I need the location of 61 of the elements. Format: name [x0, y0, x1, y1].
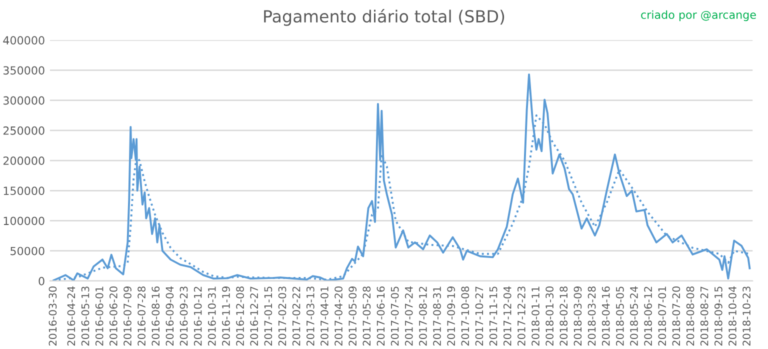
y-tick-label: 400000 — [3, 36, 44, 45]
x-tick-label: 2016-12-08 — [236, 286, 244, 346]
x-tick-label: 2018-08-08 — [686, 286, 694, 346]
x-tick-label: 2018-04-16 — [602, 286, 610, 346]
x-tick-label: 2018-06-12 — [644, 286, 652, 346]
x-tick-label: 2017-04-20 — [334, 286, 342, 346]
x-tick-label: 2017-11-15 — [489, 286, 498, 346]
x-tick-label: 2018-03-28 — [588, 286, 596, 346]
x-tick-label: 2017-05-09 — [348, 286, 357, 346]
y-tick-label: 350000 — [3, 66, 44, 75]
x-tick-label: 2018-10-23 — [742, 286, 750, 346]
x-tick-label: 2016-09-23 — [180, 286, 188, 346]
x-tick-label: 2016-08-16 — [152, 286, 160, 346]
x-tick-label: 2016-04-24 — [67, 286, 76, 346]
y-tick-label: 300000 — [3, 96, 44, 105]
x-tick-label: 2016-06-20 — [109, 286, 118, 346]
x-tick-label: 2017-12-04 — [503, 286, 512, 346]
x-tick-label: 2016-05-13 — [81, 286, 90, 346]
x-tick-label: 2018-02-18 — [560, 286, 568, 346]
x-tick-label: 2018-01-30 — [546, 286, 554, 346]
x-tick-label: 2018-07-01 — [658, 286, 666, 346]
x-tick-label: 2017-06-16 — [376, 286, 385, 346]
chart-title: Pagamento diário total (SBD) — [264, 9, 504, 26]
x-tick-label: 2018-09-15 — [714, 286, 722, 346]
x-tick-label: 2017-12-23 — [517, 286, 526, 346]
x-tick-label: 2017-03-13 — [306, 286, 314, 346]
x-tick-label: 2016-09-04 — [166, 286, 174, 346]
y-tick-label: 50000 — [10, 246, 44, 256]
x-tick-label: 2018-05-05 — [616, 286, 624, 346]
y-tick-label: 200000 — [3, 156, 44, 165]
x-tick-label: 2018-10-04 — [728, 286, 736, 346]
y-tick-label: 0 — [38, 276, 44, 286]
text: criado por @arcange — [641, 10, 756, 22]
x-tick-label: 2016-12-27 — [250, 286, 258, 346]
x-tick-label: 2016-03-30 — [48, 286, 57, 346]
x-tick-label: 2017-08-31 — [433, 286, 441, 346]
x-tick-label: 2017-07-05 — [390, 286, 399, 346]
x-tick-label: 2018-05-24 — [630, 286, 638, 346]
x-tick-label: 2016-06-01 — [95, 286, 104, 346]
x-tick-label: 2018-08-27 — [700, 286, 708, 346]
x-tick-label: 2016-07-28 — [138, 286, 146, 346]
y-tick-label: 100000 — [4, 216, 44, 226]
x-tick-label: 2016-07-09 — [124, 286, 132, 346]
x-tick-label: 2016-11-19 — [222, 286, 230, 346]
y-tick-label: 250000 — [3, 126, 44, 135]
x-tick-label: 2017-08-12 — [419, 286, 427, 346]
x-tick-label: 2016-10-12 — [194, 286, 202, 346]
x-tick-label: 2017-05-28 — [362, 286, 371, 346]
x-tick-label: 2017-10-27 — [475, 286, 484, 346]
x-tick-label: 2017-07-24 — [404, 286, 413, 346]
x-tick-label: 2018-07-20 — [672, 286, 680, 346]
x-tick-label: 2017-01-15 — [264, 286, 272, 346]
x-tick-label: 2016-10-31 — [208, 286, 216, 346]
x-tick-label: 2018-03-09 — [574, 286, 582, 346]
x-tick-label: 2017-10-08 — [461, 286, 470, 346]
x-tick-label: 2018-01-11 — [532, 286, 540, 346]
y-tick-label: 150000 — [4, 186, 44, 196]
x-tick-label: 2017-09-19 — [447, 286, 456, 346]
x-tick-label: 2017-02-03 — [278, 286, 286, 346]
x-tick-label: 2017-02-22 — [292, 286, 300, 346]
x-tick-label: 2017-04-01 — [320, 286, 328, 346]
